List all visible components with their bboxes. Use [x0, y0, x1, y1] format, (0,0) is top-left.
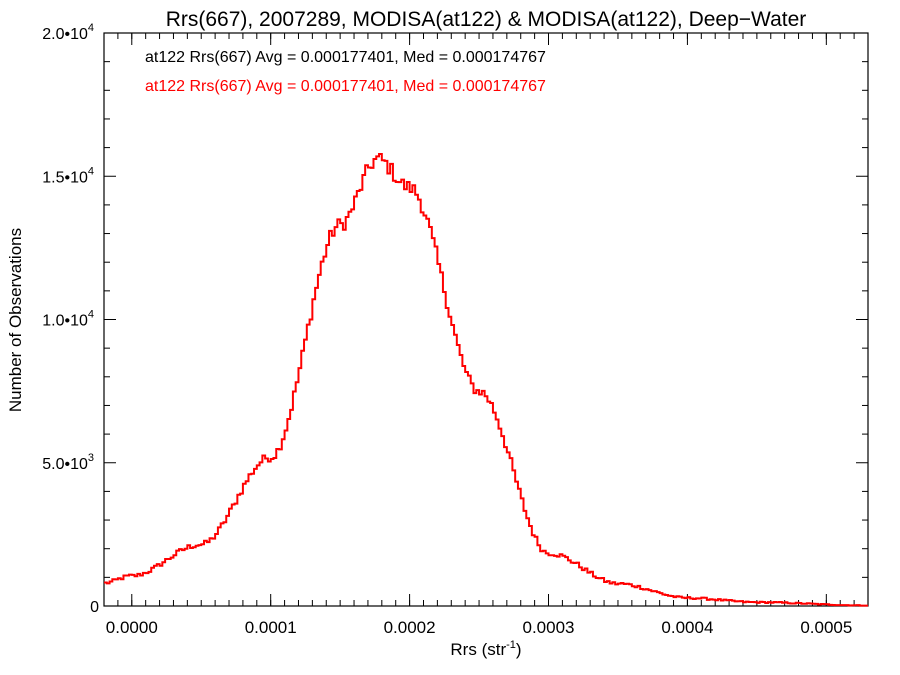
x-tick-label: 0.0002 — [384, 618, 436, 637]
x-axis-label-text: Rrs (str — [450, 640, 506, 659]
x-axis-label-suffix: ) — [516, 640, 522, 659]
x-axis-label: Rrs (str-1) — [450, 639, 521, 659]
y-tick-label: 5.0•103 — [42, 452, 94, 473]
y-tick-label: 1.5•104 — [42, 165, 94, 186]
y-tick-label: 0 — [90, 599, 99, 616]
x-axis-label-superscript: -1 — [506, 639, 516, 651]
annotation-avg-med-red: at122 Rrs(667) Avg = 0.000177401, Med = … — [145, 78, 546, 95]
chart-title: Rrs(667), 2007289, MODISA(at122) & MODIS… — [166, 8, 807, 31]
x-tick-label: 0.0005 — [800, 618, 852, 637]
y-axis-label: Number of Observations — [6, 228, 25, 412]
histogram-series-line — [104, 152, 868, 607]
y-tick-label: 1.0•104 — [42, 309, 94, 330]
plot-area-frame — [103, 32, 869, 607]
y-tick-label: 2.0•104 — [42, 22, 94, 43]
x-tick-label: 0.0003 — [523, 618, 575, 637]
annotation-avg-med-black: at122 Rrs(667) Avg = 0.000177401, Med = … — [145, 49, 546, 66]
x-tick-label: 0.0001 — [245, 618, 297, 637]
x-tick-label: 0.0000 — [106, 618, 158, 637]
x-tick-label: 0.0004 — [661, 618, 713, 637]
